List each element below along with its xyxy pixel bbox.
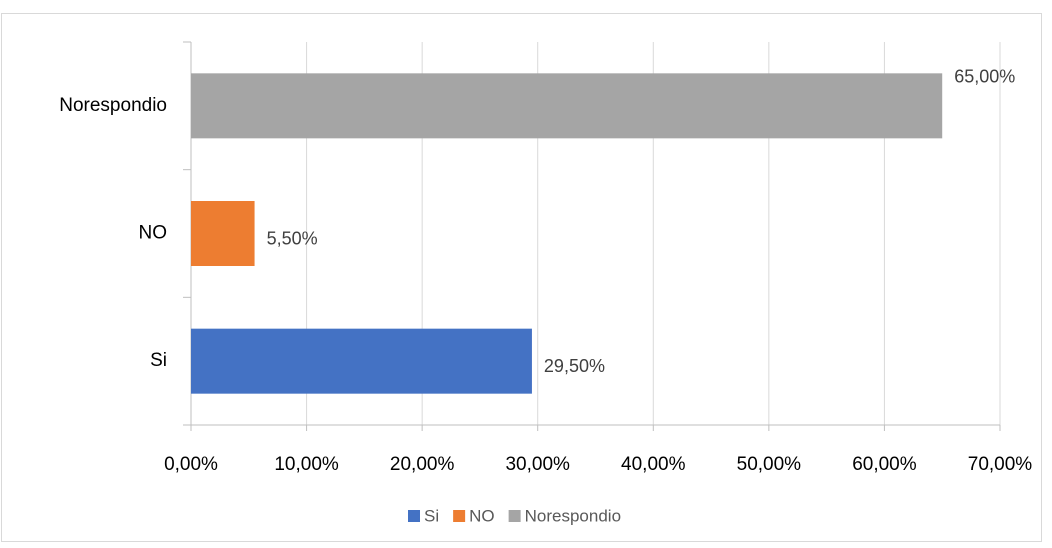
x-tick-label: 20,00% — [390, 454, 455, 475]
x-tick-label: 40,00% — [621, 454, 686, 475]
legend-label: Si — [424, 506, 439, 525]
bar — [191, 328, 532, 394]
legend-swatch — [408, 510, 420, 522]
x-tick-label: 60,00% — [852, 454, 917, 475]
data-label: 5,50% — [267, 228, 318, 248]
data-label: 65,00% — [954, 67, 1015, 87]
y-tick-label: NO — [139, 223, 168, 244]
x-tick-label: 50,00% — [737, 454, 802, 475]
x-tick-label: 70,00% — [968, 454, 1033, 475]
data-label: 29,50% — [544, 356, 605, 376]
legend-label: NO — [469, 506, 495, 525]
x-tick-label: 30,00% — [505, 454, 570, 475]
x-tick-label: 10,00% — [274, 454, 339, 475]
y-tick-label: Norespondio — [59, 95, 167, 116]
legend-swatch — [508, 510, 521, 522]
x-tick-label: 0,00% — [164, 454, 218, 475]
y-tick-label: Si — [150, 350, 167, 371]
bar — [191, 201, 255, 266]
legend-label: Norespondio — [525, 506, 621, 525]
bar — [191, 73, 943, 139]
legend-swatch — [453, 510, 466, 522]
